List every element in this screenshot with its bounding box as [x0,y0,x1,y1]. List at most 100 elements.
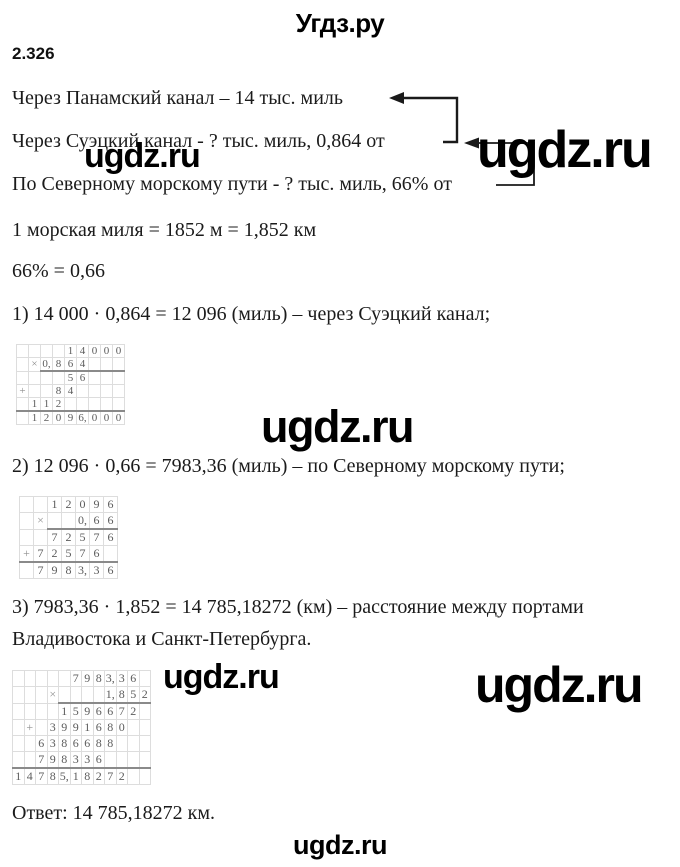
grid-cell: 8 [104,719,117,736]
grid-cell: 6 [81,735,94,752]
grid-cell [16,397,29,412]
given-line-panama: Через Панамский канал – 14 тыс. миль [12,87,343,109]
grid-cell: 6 [127,670,140,687]
fact-nautical-mile: 1 морская миля = 1852 м = 1,852 км [12,219,317,241]
grid-cell [88,357,101,372]
grid-cell [35,670,48,687]
multiplication-grid-2: 1 2 0 9 6 × 0, 6 6 7 2 5 7 6 +7 2 5 7 6 7 9 8 3, 3 6 [19,496,118,579]
grid-cell [19,496,34,513]
grid-cell [112,357,125,372]
grid-cell: 9 [47,561,62,579]
grid-cell [28,344,41,358]
grid-cell: 0 [100,410,113,425]
grid-cell [12,670,25,687]
grid-cell [58,670,71,687]
grid-cell: 2 [61,528,76,546]
step-2-text: 2) 12 096 · 0,66 = 7983,36 (миль) – по С… [12,455,565,477]
grid-cell [100,370,113,385]
grid-cell: 9 [81,670,94,687]
answer-text: Ответ: 14 785,18272 км. [12,802,216,824]
grid-row: 7 9 8 3, 3 6 [19,561,118,579]
grid-cell [33,496,48,513]
grid-cell [19,561,34,579]
grid-cell: 0, [40,357,53,372]
watermark-1: ugdz.ru [84,137,201,175]
grid-cell: 0 [112,344,125,358]
grid-cell: 0 [88,410,101,425]
grid-cell: 6 [89,545,104,563]
grid-cell [40,384,53,398]
grid-cell [88,384,101,398]
grid-cell: 1 [28,410,41,425]
site-title: Угдз.ру [295,8,385,38]
grid-cell [112,384,125,398]
grid-cell: 5, [58,767,71,785]
grid-cell: 2 [40,410,53,425]
grid-cell [88,370,101,385]
grid-cell: 6 [103,561,118,579]
grid-cell: 0 [112,410,125,425]
grid-cell: 9 [69,719,82,736]
grid-row: +3 9 9 1 6 8 0 [12,719,151,736]
grid-cell: 9 [64,410,77,425]
given-line-northern: По Северному морскому пути - ? тыс. миль… [12,173,452,195]
grid-cell [19,512,34,530]
grid-cell: 5 [64,370,77,385]
grid-cell: 1 [28,397,41,412]
grid-cell [52,370,65,385]
grid-cell: 9 [89,496,104,513]
grid-table: 1 2 0 9 6 × 0, 6 6 7 2 5 7 6 +7 2 5 7 6 7 9 8 3, 3 6 [19,496,118,579]
grid-cell [46,702,59,720]
grid-cell [127,719,140,736]
grid-cell: 8 [52,357,65,372]
grid-cell: 8 [52,384,65,398]
grid-cell [23,702,36,720]
grid-cell: 5 [61,545,76,563]
grid-cell: 0 [52,410,65,425]
grid-cell: 5 [127,686,140,704]
grid-table: 1 4 0 0 0 × 0, 8 6 4 5 6 +8 4 1 1 2 1 2 0 9 6, 0 0 0 [16,344,125,425]
grid-cell [12,702,25,720]
grid-cell: 3 [46,719,59,736]
grid-cell: 3 [81,751,94,769]
grid-cell: 6 [92,702,105,720]
multiply-sign-cell: × [28,357,41,372]
grid-cell [35,686,48,704]
grid-cell: 0 [100,344,113,358]
grid-cell [23,670,36,687]
grid-cell: 1, [104,686,117,704]
grid-cell [64,397,77,412]
grid-cell [12,686,25,704]
grid-cell: 8 [115,686,128,704]
grid-cell [138,702,151,720]
plus-sign-cell: + [23,719,36,736]
grid-cell [28,370,41,385]
plus-sign-cell: + [16,384,29,398]
grid-cell: 3, [75,561,90,579]
grid-cell: 6 [69,735,82,752]
grid-cell: 6 [103,512,118,530]
grid-cell [28,384,41,398]
grid-cell [112,397,125,412]
grid-cell: 7 [35,751,48,769]
grid-cell [138,751,151,769]
grid-cell: 4 [76,344,89,358]
grid-row: +7 2 5 7 6 [19,545,118,563]
grid-cell: 6 [92,719,105,736]
grid-row: +8 4 [16,384,125,398]
grid-cell [35,719,48,736]
grid-cell [40,344,53,358]
grid-cell: 8 [92,735,105,752]
grid-cell: 2 [115,767,128,785]
grid-cell: 4 [64,384,77,398]
grid-cell [138,719,151,736]
grid-cell [46,670,59,687]
grid-cell: 1 [64,344,77,358]
grid-cell: 6 [92,751,105,769]
grid-cell: 8 [104,735,117,752]
grid-cell: 4 [23,767,36,785]
grid-cell [12,735,25,752]
given-line-suez: Через Суэцкий канал - ? тыс. миль, 0,864… [12,130,385,152]
